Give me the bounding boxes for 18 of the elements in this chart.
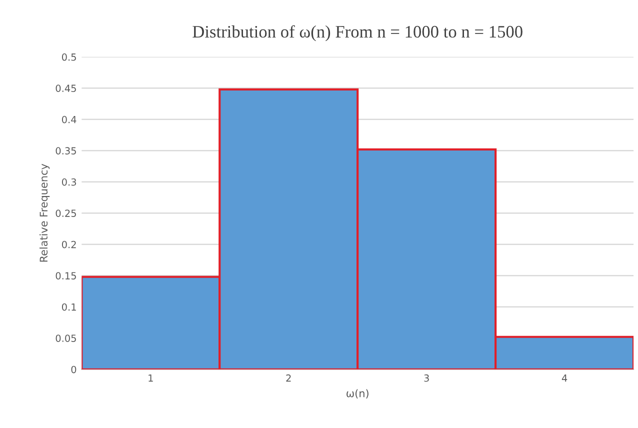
x-axis-title: ω(n) [346, 389, 368, 398]
y-tick-label: 0.25 [56, 210, 76, 217]
y-tick-label: 0.4 [62, 116, 76, 124]
x-tick-label: 4 [562, 374, 568, 382]
y-tick-label: 0.45 [56, 84, 76, 92]
y-axis-title: Relative Frequency [40, 164, 50, 262]
y-tick-label: 0.1 [62, 303, 76, 311]
x-tick-label: 3 [424, 374, 429, 382]
chart-title: Distribution of ω(n) From n = 1000 to n = 1500 [192, 25, 522, 42]
y-tick-label: 0.3 [62, 178, 76, 186]
y-tick-label: 0.15 [56, 272, 76, 280]
y-tick-label: 0 [71, 366, 76, 374]
x-tick-label: 2 [286, 374, 291, 382]
x-tick-label: 1 [148, 374, 153, 382]
y-tick-label: 0.2 [62, 240, 76, 248]
y-tick-label: 0.35 [56, 147, 76, 154]
y-tick-label: 0.05 [56, 334, 76, 342]
y-tick-label: 0.5 [62, 53, 76, 61]
